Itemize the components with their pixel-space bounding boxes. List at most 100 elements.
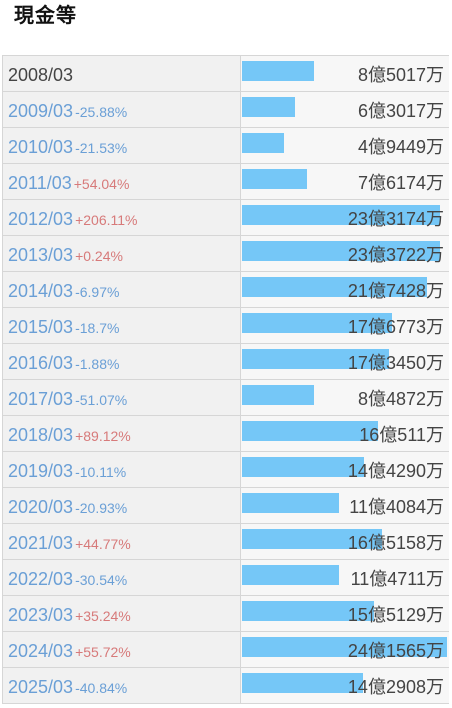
fiscal-year-link[interactable]: 2022/03 <box>8 569 74 589</box>
table-row: 2013/03 +0.24% 23億3722万 <box>2 236 449 272</box>
change-percent: -18.7% <box>75 320 120 336</box>
value-cell: 11億4711万 <box>241 560 449 595</box>
value-cell: 6億3017万 <box>241 92 449 127</box>
change-percent: +89.12% <box>75 428 131 444</box>
table-row: 2008/03 8億5017万 <box>2 56 449 92</box>
table-row: 2019/03 -10.11% 14億4290万 <box>2 452 449 488</box>
value-bar <box>242 97 295 117</box>
fiscal-year-link[interactable]: 2024/03 <box>8 641 74 661</box>
fiscal-year-link[interactable]: 2021/03 <box>8 533 74 553</box>
year-cell: 2016/03 -1.88% <box>2 344 241 379</box>
value-bar <box>242 313 392 333</box>
value-cell: 4億9449万 <box>241 128 449 163</box>
change-percent: -40.84% <box>75 680 128 696</box>
year-cell: 2020/03 -20.93% <box>2 488 241 523</box>
table-row: 2016/03 -1.88% 17億3450万 <box>2 344 449 380</box>
fiscal-year-link[interactable]: 2018/03 <box>8 425 74 445</box>
amount-value: 17億3450万 <box>347 353 444 373</box>
amount-value: 11億4084万 <box>349 497 444 517</box>
table-row: 2015/03 -18.7% 17億6773万 <box>2 308 449 344</box>
amount-value: 21億7428万 <box>347 281 444 301</box>
fiscal-year-link[interactable]: 2010/03 <box>8 137 74 157</box>
amount-value: 11億4711万 <box>350 569 444 589</box>
table-row: 2014/03 -6.97% 21億7428万 <box>2 272 449 308</box>
fiscal-year-link[interactable]: 2016/03 <box>8 353 74 373</box>
value-cell: 14億4290万 <box>241 452 449 487</box>
table-row: 2022/03 -30.54% 11億4711万 <box>2 560 449 596</box>
change-percent: -6.97% <box>75 284 120 300</box>
fiscal-year-link[interactable]: 2013/03 <box>8 245 74 265</box>
year-cell: 2012/03 +206.11% <box>2 200 241 235</box>
year-cell: 2011/03 +54.04% <box>2 164 241 199</box>
fiscal-year-link[interactable]: 2015/03 <box>8 317 74 337</box>
table-row: 2010/03 -21.53% 4億9449万 <box>2 128 449 164</box>
fiscal-year-link[interactable]: 2023/03 <box>8 605 74 625</box>
value-bar <box>242 457 364 477</box>
amount-value: 16億511万 <box>359 425 444 445</box>
year-cell: 2024/03 +55.72% <box>2 632 241 667</box>
value-bar <box>242 565 339 585</box>
amount-value: 14億2908万 <box>347 677 444 697</box>
fiscal-year-link[interactable]: 2014/03 <box>8 281 74 301</box>
year-cell: 2025/03 -40.84% <box>2 668 241 703</box>
amount-value: 6億3017万 <box>357 101 444 121</box>
fiscal-year-link[interactable]: 2009/03 <box>8 101 74 121</box>
value-cell: 14億2908万 <box>241 668 449 703</box>
table-row: 2009/03 -25.88% 6億3017万 <box>2 92 449 128</box>
value-bar <box>242 529 382 549</box>
amount-value: 7億6174万 <box>357 173 444 193</box>
value-cell: 21億7428万 <box>241 272 449 307</box>
value-bar <box>242 385 314 405</box>
table-row: 2024/03 +55.72% 24億1565万 <box>2 632 449 668</box>
value-cell: 8億4872万 <box>241 380 449 415</box>
fiscal-year-link[interactable]: 2020/03 <box>8 497 74 517</box>
fiscal-year-link[interactable]: 2017/03 <box>8 389 74 409</box>
value-cell: 23億3174万 <box>241 200 449 235</box>
fiscal-year-link[interactable]: 2011/03 <box>8 173 72 193</box>
year-cell: 2022/03 -30.54% <box>2 560 241 595</box>
table-row: 2017/03 -51.07% 8億4872万 <box>2 380 449 416</box>
value-cell: 15億5129万 <box>241 596 449 631</box>
year-cell: 2023/03 +35.24% <box>2 596 241 631</box>
fiscal-year-link: 2008/03 <box>8 65 74 85</box>
change-percent: -21.53% <box>75 140 128 156</box>
amount-value: 14億4290万 <box>347 461 444 481</box>
value-bar <box>242 133 284 153</box>
change-percent: +54.04% <box>73 176 130 192</box>
year-cell: 2013/03 +0.24% <box>2 236 241 271</box>
value-bar <box>242 169 307 189</box>
year-cell: 2010/03 -21.53% <box>2 128 241 163</box>
change-percent: -10.11% <box>75 464 127 480</box>
change-percent: -20.93% <box>75 500 128 516</box>
amount-value: 8億4872万 <box>357 389 444 409</box>
change-percent: +206.11% <box>75 212 138 228</box>
value-cell: 7億6174万 <box>241 164 449 199</box>
value-bar <box>242 601 374 621</box>
amount-value: 4億9449万 <box>357 137 444 157</box>
value-bar <box>242 493 339 513</box>
value-bar <box>242 61 314 81</box>
fiscal-year-link[interactable]: 2019/03 <box>8 461 74 481</box>
section-title: 現金等 <box>14 3 77 27</box>
year-cell: 2015/03 -18.7% <box>2 308 241 343</box>
change-percent: +44.77% <box>75 536 131 552</box>
table-row: 2023/03 +35.24% 15億5129万 <box>2 596 449 632</box>
value-cell: 17億3450万 <box>241 344 449 379</box>
amount-value: 15億5129万 <box>347 605 444 625</box>
value-cell: 16億511万 <box>241 416 449 451</box>
change-percent: -25.88% <box>75 104 128 120</box>
value-cell: 11億4084万 <box>241 488 449 523</box>
table-row: 2021/03 +44.77% 16億5158万 <box>2 524 449 560</box>
fiscal-year-link[interactable]: 2025/03 <box>8 677 74 697</box>
amount-value: 17億6773万 <box>347 317 444 337</box>
year-cell: 2014/03 -6.97% <box>2 272 241 307</box>
table-row: 2012/03 +206.11% 23億3174万 <box>2 200 449 236</box>
fiscal-year-link[interactable]: 2012/03 <box>8 209 74 229</box>
table-row: 2011/03 +54.04% 7億6174万 <box>2 164 449 200</box>
amount-value: 23億3174万 <box>347 209 444 229</box>
change-percent: +55.72% <box>75 644 131 660</box>
year-cell: 2017/03 -51.07% <box>2 380 241 415</box>
amount-value: 23億3722万 <box>347 245 444 265</box>
year-cell: 2008/03 <box>2 56 241 91</box>
change-percent: +0.24% <box>75 248 123 264</box>
